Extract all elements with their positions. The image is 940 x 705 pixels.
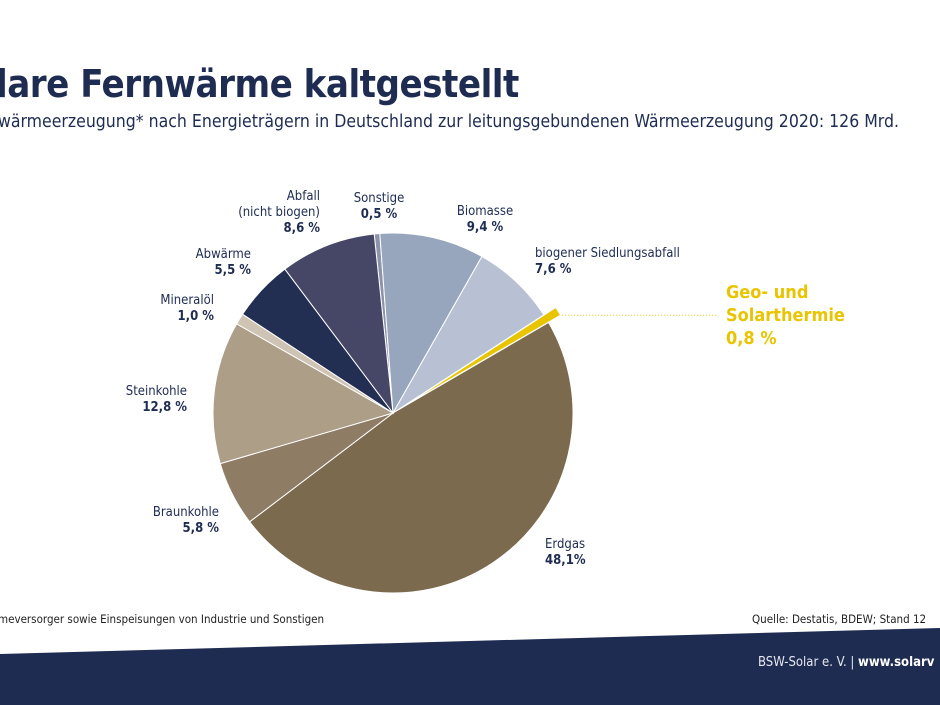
- slice-label-group-9: Abfall(nicht biogen)8,6 %: [238, 189, 320, 236]
- footnote: meversorger sowie Einspeisungen von Indu…: [0, 612, 325, 626]
- slice-value-label: 12,8 %: [142, 400, 187, 415]
- slice-value-label: 0,8 %: [726, 328, 777, 349]
- slice-value-label: 5,5 %: [214, 263, 251, 278]
- slice-value-label: 48,1%: [545, 553, 586, 568]
- footer-org: BSW-Solar e. V. |: [758, 655, 855, 670]
- slice-label: Abfall: [287, 189, 320, 204]
- slice-label: (nicht biogen): [238, 205, 320, 220]
- pie-slice-3: [404, 306, 562, 407]
- slice-label: Abwärme: [196, 247, 251, 262]
- slice-value-label: 7,6 %: [535, 262, 572, 277]
- chart-title: lare Fernwärme kaltgestellt: [0, 62, 519, 106]
- slice-value-label: 1,0 %: [177, 309, 214, 324]
- pie-slice-4: [248, 321, 574, 594]
- slice-label: Mineralöl: [160, 293, 214, 308]
- pie-slice-1: [379, 232, 483, 415]
- slice-label: Geo- und: [726, 282, 808, 303]
- slice-value-label: 8,6 %: [283, 221, 320, 236]
- slice-value-label: 0,5 %: [361, 207, 398, 222]
- slice-label: Biomasse: [457, 204, 513, 219]
- slice-label: Sonstige: [354, 191, 405, 206]
- slice-label: Steinkohle: [126, 384, 187, 399]
- slice-label: Solarthermie: [726, 305, 845, 326]
- slice-label: biogener Siedlungsabfall: [535, 246, 680, 261]
- footer-text: BSW-Solar e. V. | www.solarv: [758, 655, 934, 670]
- source-note: Quelle: Destatis, BDEW; Stand 12: [752, 612, 927, 626]
- slice-value-label: 5,8 %: [182, 521, 219, 536]
- slice-value-label: 9,4 %: [467, 220, 504, 235]
- chart-subtitle: wärmeerzeugung* nach Energieträgern in D…: [0, 112, 899, 132]
- pie-slice-6: [212, 323, 395, 465]
- footer-url[interactable]: www.solarv: [858, 655, 935, 670]
- slice-label: Erdgas: [545, 537, 585, 552]
- pie-slice-9: [284, 233, 394, 415]
- slice-label: Braunkohle: [153, 505, 219, 520]
